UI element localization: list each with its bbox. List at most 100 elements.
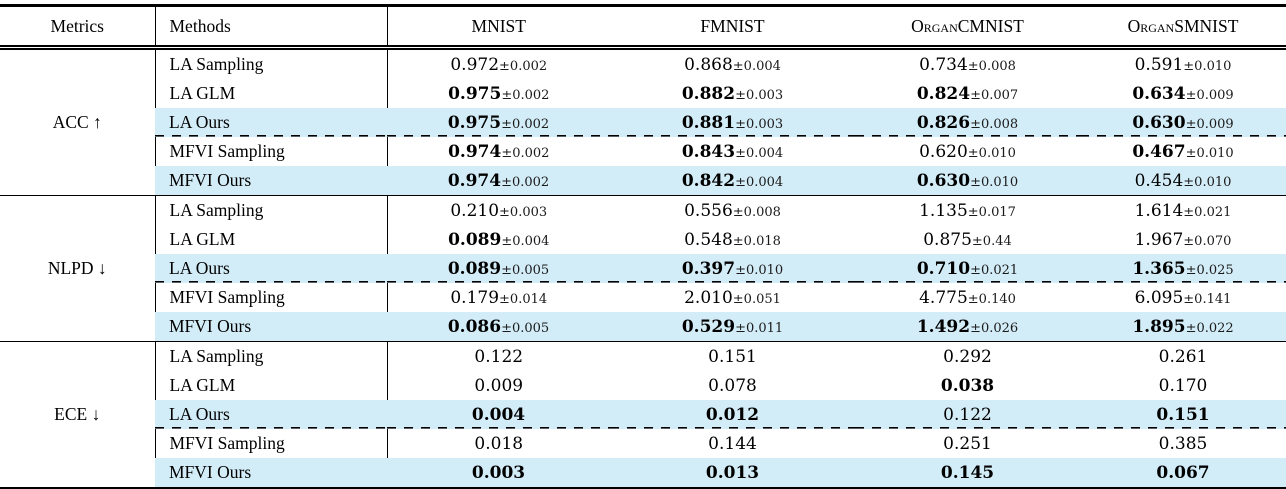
value-cell: 0.467±0.010 [1080,137,1286,166]
value-cell: 0.975±0.002 [386,79,610,108]
results-table: Metrics Methods MNIST FMNIST OrganCMNIST… [0,4,1286,489]
table-row: LA Ours 0.089±0.005 0.397±0.010 0.710±0.021… [0,254,1286,283]
error-margin: ±0.004 [501,233,550,249]
metric-value: 0.875 [923,229,972,250]
metric-value: 0.734 [919,54,968,75]
error-margin: ±0.003 [499,204,548,220]
value-cell: 0.003 [387,458,610,489]
method-name: LA Sampling [154,341,387,371]
value-cell: 0.018 [386,429,610,458]
table-row: LA GLM 0.089±0.004 0.548±0.018 0.875±0.44 1.… [0,225,1286,254]
metric-value: 0.824 [916,83,971,104]
metric-value: 0.151 [1156,404,1210,425]
metric-value: 0.882 [681,83,736,104]
metric-value: 0.261 [1158,346,1208,367]
metric-value: 0.548 [684,229,733,250]
error-margin: ±0.004 [735,174,784,190]
error-margin: ±0.021 [1183,204,1232,220]
metric-value: 0.843 [681,141,736,162]
error-margin: ±0.002 [501,145,550,161]
metric-value: 0.251 [943,433,992,454]
error-margin: ±0.005 [501,320,550,336]
metric-value: 0.089 [448,229,502,250]
method-name: LA Ours [155,108,387,137]
value-cell: 0.089±0.005 [387,254,610,283]
error-margin: ±0.025 [1185,262,1234,278]
error-margin: ±0.141 [1183,291,1232,307]
method-name: MFVI Ours [155,312,387,342]
metric-value: 0.881 [681,112,736,133]
metric-value: 0.630 [916,170,971,191]
value-cell: 0.972±0.002 [386,47,610,79]
value-cell: 0.210±0.003 [386,195,610,225]
metric-value: 1.135 [919,200,968,221]
value-cell: 0.170 [1080,371,1286,400]
value-cell: 0.591±0.010 [1080,47,1286,79]
error-margin: ±0.004 [735,145,784,161]
value-cell: 0.454±0.010 [1080,166,1286,196]
value-cell: 1.895±0.022 [1080,312,1286,342]
metric-value: 0.826 [916,112,971,133]
metric-value: 0.089 [447,258,502,279]
error-margin: ±0.021 [970,262,1019,278]
column-header-organsmnist: OrganSMNIST [1080,5,1286,50]
value-cell: 0.078 [610,371,855,400]
error-margin: ±0.010 [1183,174,1232,190]
table-row: MFVI Sampling 0.018 0.144 0.251 0.385 [0,429,1286,458]
error-margin: ±0.008 [967,58,1016,74]
metric-value: 0.556 [684,200,733,221]
value-cell: 0.004 [387,400,610,429]
value-cell: 0.842±0.004 [610,166,855,196]
metric-value: 1.492 [916,316,971,337]
value-cell: 0.975±0.002 [387,108,610,137]
value-cell: 0.151 [610,341,855,371]
error-margin: ±0.017 [967,204,1016,220]
method-name: MFVI Ours [155,166,387,196]
value-cell: 0.013 [610,458,855,489]
error-margin: ±0.008 [732,204,781,220]
value-cell: 0.620±0.010 [855,137,1080,166]
metric-value: 2.010 [684,287,733,308]
table-row: LA Ours 0.004 0.012 0.122 0.151 [0,400,1286,429]
table-row: MFVI Sampling 0.179±0.014 2.010±0.051 4.775… [0,283,1286,312]
value-cell: 0.868±0.004 [610,47,855,79]
error-margin: ±0.010 [1185,145,1234,161]
error-margin: ±0.010 [1183,58,1232,74]
metric-value: 0.009 [474,375,524,396]
value-cell: 0.974±0.002 [387,166,610,196]
metric-value: 0.145 [940,462,995,483]
metric-value: 1.967 [1134,229,1184,250]
metric-value: 0.591 [1134,54,1184,75]
value-cell: 0.151 [1080,400,1286,429]
table-row: LA Ours 0.975±0.002 0.881±0.003 0.826±0.008… [0,108,1286,137]
error-margin: ±0.014 [499,291,548,307]
table-row: MFVI Ours 0.086±0.005 0.529±0.011 1.492±0.0… [0,312,1286,342]
error-margin: ±0.022 [1185,320,1234,336]
value-cell: 0.634±0.009 [1080,79,1286,108]
metric-value: 1.895 [1132,316,1186,337]
error-margin: ±0.026 [970,320,1019,336]
metric-value: 0.974 [448,141,502,162]
metric-value: 0.151 [708,346,757,367]
error-margin: ±0.070 [1183,233,1232,249]
table-row: MFVI Ours 0.974±0.002 0.842±0.004 0.630 ±0.0… [0,166,1286,196]
value-cell: 0.824±0.007 [855,79,1080,108]
header-row: Metrics Methods MNIST FMNIST OrganCMNIST… [0,5,1286,50]
table-row: ECE ↓ LA Sampling 0.122 0.151 0.292 0.261 [0,341,1286,489]
metric-value: 0.004 [471,404,526,425]
value-cell: 4.775±0.140 [855,283,1080,312]
metric-value: 1.614 [1134,200,1184,221]
value-cell: 1.365±0.025 [1080,254,1286,283]
metric-value: 0.122 [943,404,992,425]
method-name: LA Ours [155,254,387,283]
error-margin: ±0.051 [732,291,781,307]
value-cell: 1.967±0.070 [1080,225,1286,254]
metric-value: 0.975 [448,83,502,104]
metric-value: 0.018 [474,433,524,454]
value-cell: 0.630±0.009 [1080,108,1286,137]
column-header-mnist: MNIST [386,5,610,50]
value-cell: 0.067 [1080,458,1286,489]
value-cell: 0.144 [610,429,855,458]
value-cell: 0.710±0.021 [855,254,1080,283]
value-cell: 0.179±0.014 [386,283,610,312]
